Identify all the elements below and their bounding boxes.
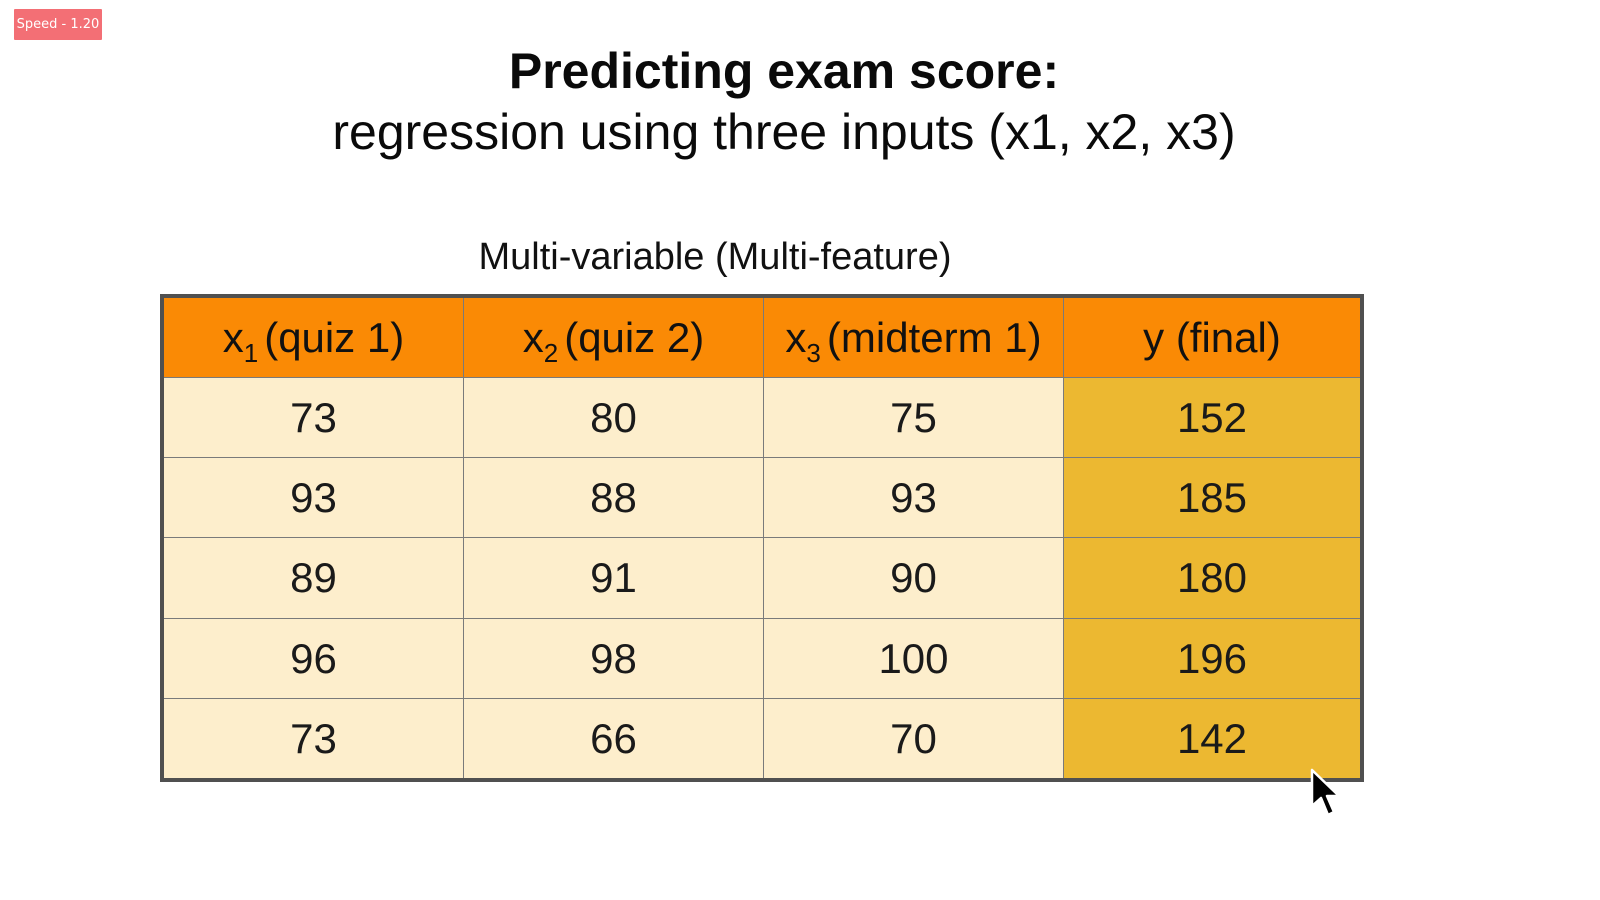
table-cell-x1: 96 bbox=[164, 619, 464, 699]
table-header-x2: x 2 (quiz 2) bbox=[464, 298, 764, 378]
table-caption: Multi-variable (Multi-feature) bbox=[478, 236, 952, 278]
table-cell-y: 142 bbox=[1064, 699, 1360, 778]
exam-score-table: x 1 (quiz 1) x 2 (quiz 2) x 3 (midterm 1) y (f… bbox=[160, 294, 1364, 782]
table-header-x1: x 1 (quiz 1) bbox=[164, 298, 464, 378]
mouse-pointer-icon bbox=[1310, 768, 1341, 817]
table-header-y: y (final) bbox=[1064, 298, 1360, 378]
slide-subtitle: regression using three inputs (x1, x2, x… bbox=[332, 104, 1236, 160]
table-cell-x3: 90 bbox=[764, 538, 1064, 619]
table-cell-x3: 75 bbox=[764, 378, 1064, 458]
header-subscript: 3 bbox=[806, 338, 821, 368]
header-subscript: 1 bbox=[243, 338, 259, 368]
table-cell-x3: 70 bbox=[764, 699, 1064, 778]
header-label: (final) bbox=[1175, 313, 1281, 361]
table-cell-x1: 93 bbox=[164, 458, 464, 538]
header-label: (quiz 1) bbox=[264, 313, 405, 361]
table-cell-x1: 73 bbox=[164, 378, 464, 458]
table-cell-x2: 91 bbox=[464, 538, 764, 619]
slide-title: Predicting exam score: bbox=[508, 43, 1060, 99]
header-var: x bbox=[222, 313, 244, 361]
header-label: (quiz 2) bbox=[564, 313, 705, 361]
table-cell-x2: 88 bbox=[464, 458, 764, 538]
table-cell-x3: 100 bbox=[764, 619, 1064, 699]
header-var: y bbox=[1143, 313, 1165, 361]
table-cell-y: 180 bbox=[1064, 538, 1360, 619]
table-cell-x2: 80 bbox=[464, 378, 764, 458]
table-cell-x2: 98 bbox=[464, 619, 764, 699]
header-var: x bbox=[522, 313, 544, 361]
table-cell-x1: 89 bbox=[164, 538, 464, 619]
table-cell-y: 185 bbox=[1064, 458, 1360, 538]
table-cell-x1: 73 bbox=[164, 699, 464, 778]
header-var: x bbox=[785, 313, 807, 361]
table-cell-y: 152 bbox=[1064, 378, 1360, 458]
table-header-x3: x 3 (midterm 1) bbox=[764, 298, 1064, 378]
table-cell-y: 196 bbox=[1064, 619, 1360, 699]
header-label: (midterm 1) bbox=[826, 313, 1042, 361]
header-subscript: 2 bbox=[543, 338, 559, 368]
speed-badge[interactable]: Speed - 1.20 bbox=[14, 9, 102, 40]
table-cell-x2: 66 bbox=[464, 699, 764, 778]
table-cell-x3: 93 bbox=[764, 458, 1064, 538]
